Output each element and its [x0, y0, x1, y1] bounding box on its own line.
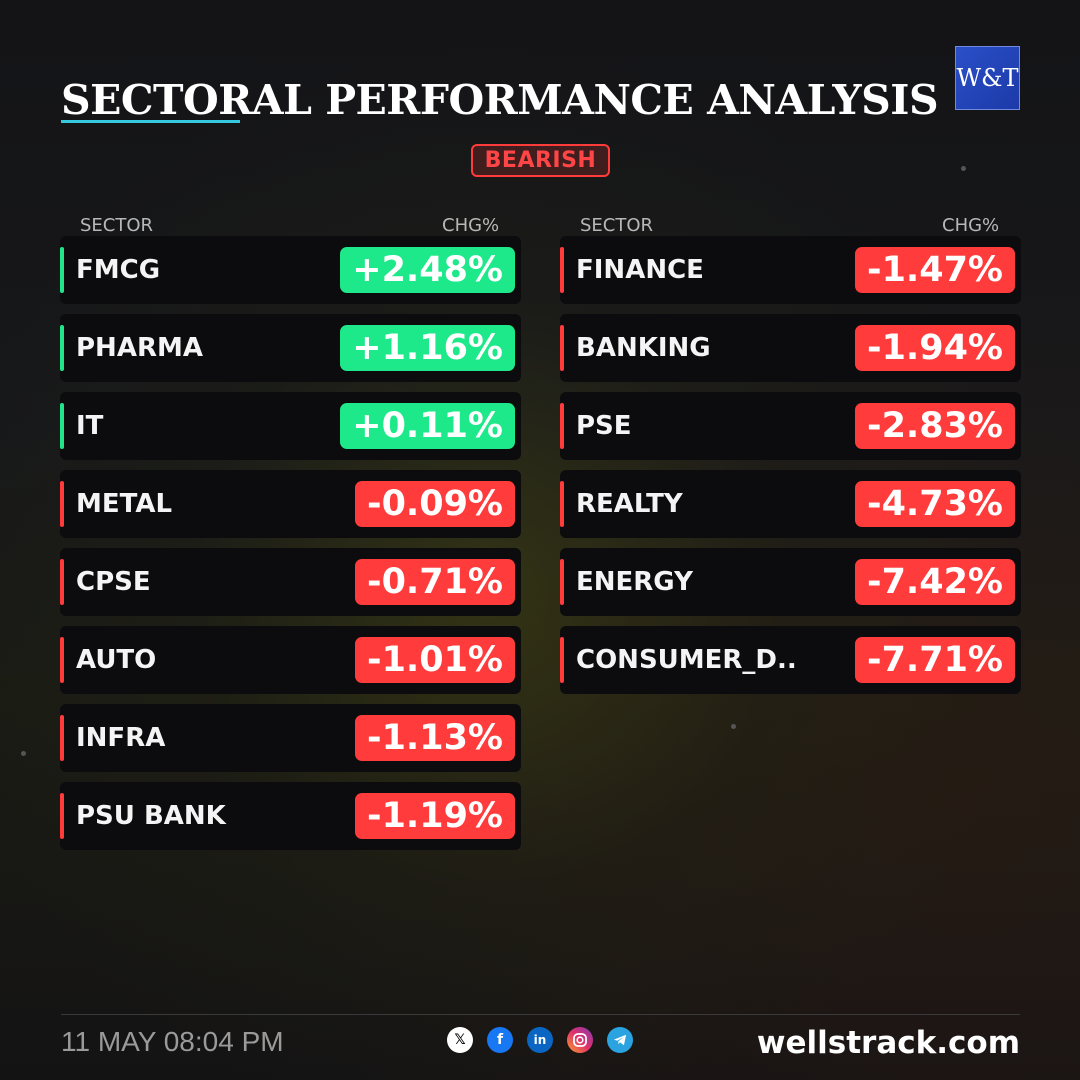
- table-row: REALTY -4.73%: [560, 470, 1021, 538]
- change-pill: -0.09%: [355, 481, 515, 527]
- row-indicator: [60, 793, 64, 839]
- sector-name: PHARMA: [76, 333, 203, 363]
- brand-logo: W&T: [955, 46, 1020, 110]
- sector-name: CONSUMER_D..: [576, 645, 797, 675]
- change-pill: -2.83%: [855, 403, 1015, 449]
- table-row: PSE -2.83%: [560, 392, 1021, 460]
- left-sector-header: SECTOR: [80, 215, 154, 236]
- row-indicator: [60, 559, 64, 605]
- left-change-header: CHG%: [442, 215, 500, 236]
- sector-name: METAL: [76, 489, 173, 519]
- change-pill: -7.71%: [855, 637, 1015, 683]
- change-pill: -0.71%: [355, 559, 515, 605]
- row-indicator: [60, 325, 64, 371]
- footer-divider: [61, 1014, 1020, 1015]
- row-indicator: [560, 403, 564, 449]
- change-pill: -1.47%: [855, 247, 1015, 293]
- change-pill: -4.73%: [855, 481, 1015, 527]
- change-pill: -1.19%: [355, 793, 515, 839]
- row-indicator: [60, 247, 64, 293]
- change-pill: +2.48%: [340, 247, 515, 293]
- row-indicator: [60, 637, 64, 683]
- sector-name: ENERGY: [576, 567, 693, 597]
- change-pill: +0.11%: [340, 403, 515, 449]
- row-indicator: [560, 247, 564, 293]
- table-row: FINANCE -1.47%: [560, 236, 1021, 304]
- decor-dot: [21, 751, 26, 756]
- title-underline: [61, 120, 240, 123]
- table-row: AUTO -1.01%: [60, 626, 521, 694]
- row-indicator: [60, 715, 64, 761]
- sentiment-badge: BEARISH: [471, 144, 610, 177]
- sector-name: PSE: [576, 411, 632, 441]
- table-row: PHARMA +1.16%: [60, 314, 521, 382]
- row-indicator: [560, 481, 564, 527]
- page-title: SECTORAL PERFORMANCE ANALYSIS: [61, 76, 939, 124]
- decor-dot: [731, 724, 736, 729]
- sector-name: AUTO: [76, 645, 157, 675]
- table-row: INFRA -1.13%: [60, 704, 521, 772]
- instagram-icon[interactable]: [567, 1027, 593, 1053]
- sector-name: CPSE: [76, 567, 151, 597]
- row-indicator: [560, 559, 564, 605]
- change-pill: -1.13%: [355, 715, 515, 761]
- sector-name: BANKING: [576, 333, 711, 363]
- linkedin-icon[interactable]: in: [527, 1027, 553, 1053]
- row-indicator: [560, 325, 564, 371]
- right-change-header: CHG%: [942, 215, 1000, 236]
- row-indicator: [560, 637, 564, 683]
- change-pill: -7.42%: [855, 559, 1015, 605]
- change-pill: +1.16%: [340, 325, 515, 371]
- table-row: METAL -0.09%: [60, 470, 521, 538]
- table-row: IT +0.11%: [60, 392, 521, 460]
- table-row: PSU BANK -1.19%: [60, 782, 521, 850]
- sector-name: IT: [76, 411, 104, 441]
- change-pill: -1.01%: [355, 637, 515, 683]
- table-row: FMCG +2.48%: [60, 236, 521, 304]
- row-indicator: [60, 403, 64, 449]
- sector-name: FMCG: [76, 255, 161, 285]
- table-row: CPSE -0.71%: [60, 548, 521, 616]
- footer-datetime: 11 MAY 08:04 PM: [61, 1026, 284, 1057]
- right-sector-header: SECTOR: [580, 215, 654, 236]
- row-indicator: [60, 481, 64, 527]
- table-row: CONSUMER_D.. -7.71%: [560, 626, 1021, 694]
- sector-name: INFRA: [76, 723, 166, 753]
- website-link[interactable]: wellstrack.com: [756, 1025, 1020, 1061]
- sector-name: PSU BANK: [76, 801, 226, 831]
- decor-dot: [961, 166, 966, 171]
- table-row: ENERGY -7.42%: [560, 548, 1021, 616]
- table-row: BANKING -1.94%: [560, 314, 1021, 382]
- sector-name: FINANCE: [576, 255, 704, 285]
- facebook-icon[interactable]: f: [487, 1027, 513, 1053]
- change-pill: -1.94%: [855, 325, 1015, 371]
- sector-name: REALTY: [576, 489, 683, 519]
- x-icon[interactable]: 𝕏: [447, 1027, 473, 1053]
- telegram-icon[interactable]: [607, 1027, 633, 1053]
